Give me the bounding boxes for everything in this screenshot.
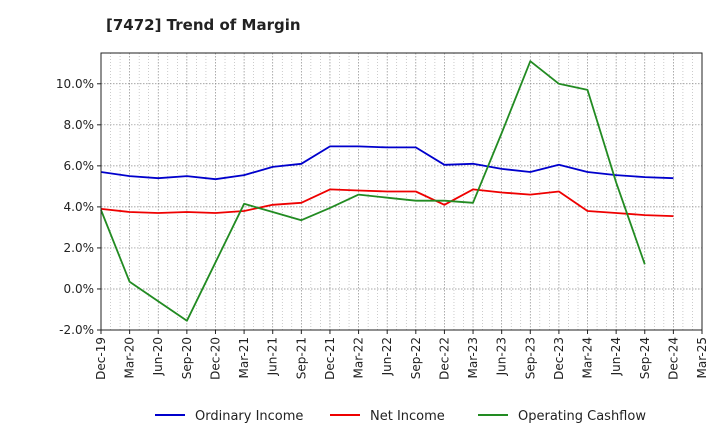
x-tick-label: Jun-24 bbox=[609, 337, 623, 376]
legend-label-net-income: Net Income bbox=[370, 409, 445, 424]
x-tick-label: Dec-21 bbox=[323, 337, 337, 380]
y-axis-ticks: -2.0% 0.0% 2.0% 4.0% 6.0% 8.0% 10.0% bbox=[56, 77, 101, 337]
x-tick-label: Jun-23 bbox=[495, 337, 509, 376]
x-tick-label: Sep-20 bbox=[180, 337, 194, 379]
x-tick-label: Mar-22 bbox=[352, 337, 366, 378]
x-tick-label: Mar-20 bbox=[123, 337, 137, 378]
y-tick-label: 10.0% bbox=[56, 77, 94, 91]
y-tick-label: -2.0% bbox=[59, 323, 94, 337]
x-tick-label: Jun-20 bbox=[151, 337, 165, 376]
series-lines bbox=[100, 60, 674, 322]
x-tick-label: Dec-19 bbox=[94, 337, 108, 380]
x-tick-label: Sep-22 bbox=[409, 337, 423, 379]
x-tick-label: Dec-22 bbox=[437, 337, 451, 380]
series-line-ordinary-income bbox=[100, 145, 674, 181]
chart-title: [7472] Trend of Margin bbox=[106, 16, 301, 34]
series-line-operating-cashflow bbox=[100, 60, 646, 322]
x-tick-label: Jun-22 bbox=[380, 337, 394, 376]
x-tick-label: Jun-21 bbox=[266, 337, 280, 376]
y-tick-label: 0.0% bbox=[64, 282, 95, 296]
y-tick-label: 6.0% bbox=[64, 159, 95, 173]
x-tick-label: Dec-23 bbox=[552, 337, 566, 380]
x-tick-label: Sep-24 bbox=[638, 337, 652, 379]
x-tick-label: Mar-25 bbox=[695, 337, 709, 378]
y-tick-label: 2.0% bbox=[64, 241, 95, 255]
legend-label-operating-cashflow: Operating Cashflow bbox=[518, 409, 646, 424]
x-tick-label: Mar-24 bbox=[581, 337, 595, 378]
x-tick-label: Sep-21 bbox=[294, 337, 308, 379]
x-tick-label: Dec-24 bbox=[666, 337, 680, 380]
legend: Ordinary Income Net Income Operating Cashf… bbox=[155, 409, 646, 424]
y-tick-label: 4.0% bbox=[64, 200, 95, 214]
x-tick-label: Mar-21 bbox=[237, 337, 251, 378]
y-tick-label: 8.0% bbox=[64, 118, 95, 132]
x-tick-label: Mar-23 bbox=[466, 337, 480, 378]
x-tick-label: Dec-20 bbox=[208, 337, 222, 380]
x-axis-ticks: Dec-19 Mar-20 Jun-20 Sep-20 Dec-20 Mar-21 Jun-… bbox=[94, 330, 709, 380]
x-tick-label: Sep-23 bbox=[523, 337, 537, 379]
plot-frame bbox=[100, 52, 703, 331]
series-line-net-income bbox=[100, 188, 674, 217]
legend-label-ordinary-income: Ordinary Income bbox=[195, 409, 303, 424]
